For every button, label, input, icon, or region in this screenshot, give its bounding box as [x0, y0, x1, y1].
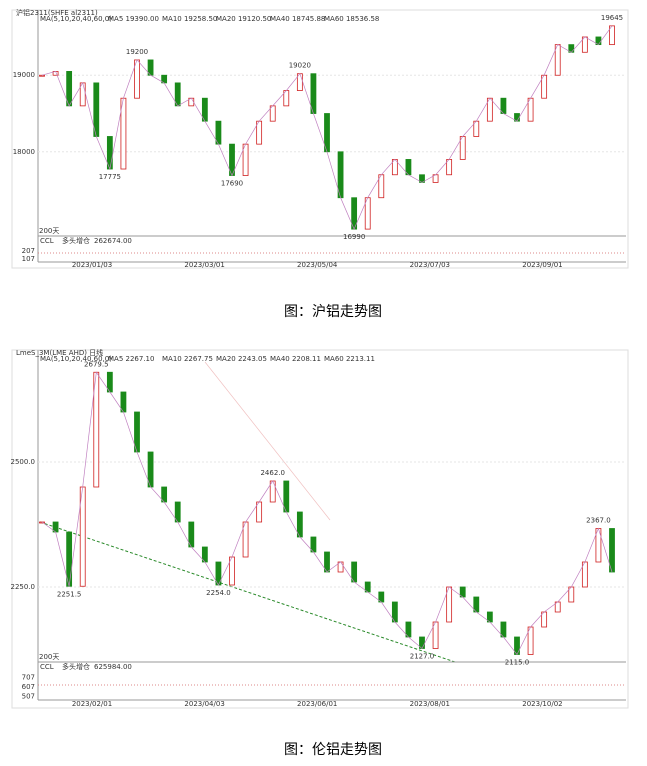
figure-frame: [11, 349, 629, 709]
x-tick-label: 2023/03/01: [184, 261, 224, 269]
caption: 图：沪铝走势图: [284, 304, 382, 320]
ma-label: MA5 2267.10: [108, 355, 154, 363]
value-label: 2127.0: [410, 653, 435, 661]
price-line: [41, 25, 613, 230]
candle: [39, 74, 45, 77]
indicator-tick: 707: [22, 674, 35, 682]
value-label: 2679.5: [84, 360, 109, 368]
trend-line: [39, 521, 456, 663]
indicator: CCL: [40, 237, 54, 245]
price-line: [41, 371, 613, 656]
y-tick-label: 19000: [13, 71, 35, 79]
indicator: CCL: [40, 663, 54, 671]
candle: [609, 25, 615, 46]
indicator-value: 262674.00: [94, 237, 132, 245]
indicator-name: 多头增仓: [62, 236, 90, 245]
ma-label: MA40 18745.88: [270, 15, 325, 23]
x-tick-label: 2023/09/01: [522, 261, 562, 269]
x-tick-label: 2023/06/01: [297, 700, 337, 708]
x-tick-label: 2023/04/03: [184, 700, 224, 708]
indicator-name: 多头增仓: [62, 662, 90, 671]
x-tick-label: 2023/05/04: [297, 261, 338, 269]
ma-title: MA(5,10,20,40,60,0): [40, 15, 112, 23]
indicator-tick: 507: [22, 692, 35, 700]
ma-label: MA5 19390.00: [108, 15, 159, 23]
ma-label: MA10 2267.75: [162, 355, 213, 363]
ma-label: MA40 2208.11: [270, 355, 321, 363]
x-tick-label: 2023/01/03: [72, 261, 112, 269]
value-label: 2462.0: [260, 469, 285, 477]
ma-label: MA10 19258.50: [162, 15, 217, 23]
ma-label: MA60 2213.11: [324, 355, 375, 363]
y-tick-label: 2250.0: [11, 583, 36, 591]
value-label: 2254.0: [206, 589, 231, 597]
ma-label: MA20 19120.50: [216, 15, 271, 23]
x-tick-label: 2023/08/01: [410, 700, 450, 708]
indicator-tick: 207: [22, 247, 35, 255]
value-label: 16990: [343, 233, 365, 241]
ma-title: MA(5,10,20,40,60,0): [40, 355, 112, 363]
caption: 图：伦铝走势图: [284, 742, 382, 758]
x-tick-label: 2023/10/02: [522, 700, 562, 708]
value-label: 19020: [289, 62, 311, 70]
indicator-tick: 107: [22, 255, 35, 263]
header: 沪铝2311(SHFE al2311): [16, 8, 98, 17]
period: 200天: [39, 653, 59, 661]
indicator-value: 625984.00: [94, 663, 132, 671]
x-tick-label: 2023/07/03: [410, 261, 450, 269]
value-label: 17690: [221, 180, 243, 188]
trend-line: [204, 361, 331, 521]
value-label: 2367.0: [586, 517, 611, 525]
figure-frame: [11, 9, 629, 269]
value-label: 19200: [126, 48, 148, 56]
value-label: 17775: [99, 173, 121, 181]
value-label: 2251.5: [57, 590, 82, 598]
value-label: 19645: [601, 14, 623, 22]
indicator-tick: 607: [22, 683, 35, 691]
ma-label: MA20 2243.05: [216, 355, 267, 363]
header: LmeS_3M(LME AHD) 日线: [16, 348, 103, 357]
y-tick-label: 18000: [13, 148, 35, 156]
ma-label: MA60 18536.58: [324, 15, 379, 23]
value-label: 2115.0: [505, 659, 530, 667]
period: 200天: [39, 227, 59, 235]
y-tick-label: 2500.0: [11, 458, 36, 466]
x-tick-label: 2023/02/01: [72, 700, 112, 708]
